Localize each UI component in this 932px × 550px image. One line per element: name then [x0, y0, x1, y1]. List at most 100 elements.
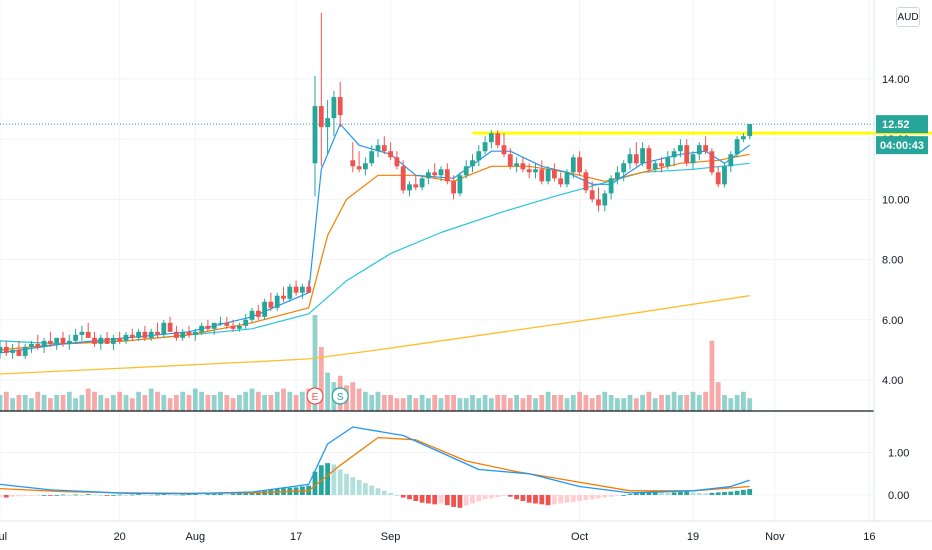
candle-body[interactable] [85, 331, 91, 338]
candle-body[interactable] [482, 142, 488, 152]
candle-body[interactable] [155, 331, 160, 335]
candle-body[interactable] [3, 346, 9, 353]
candle-body[interactable] [306, 286, 312, 293]
candle-body[interactable] [237, 325, 242, 329]
candle-body[interactable] [501, 145, 507, 155]
candle-body[interactable] [218, 322, 223, 324]
candle-body[interactable] [66, 340, 72, 344]
candle-body[interactable] [243, 319, 249, 326]
currency-label[interactable]: AUD [896, 7, 920, 27]
candle-body[interactable] [507, 154, 513, 167]
candle-body[interactable] [457, 175, 463, 194]
candle-body[interactable] [646, 148, 652, 170]
candle-body[interactable] [526, 169, 532, 173]
candle-body[interactable] [337, 97, 343, 116]
candle-body[interactable] [60, 337, 66, 344]
candle-body[interactable] [22, 346, 28, 356]
candle-body[interactable] [205, 325, 211, 329]
candle-body[interactable] [684, 145, 690, 164]
candle-body[interactable] [142, 331, 148, 338]
candle-body[interactable] [211, 322, 217, 329]
candle-body[interactable] [230, 325, 236, 329]
candle-body[interactable] [438, 169, 444, 176]
candle-body[interactable] [129, 334, 135, 338]
candle-body[interactable] [652, 163, 658, 170]
candle-body[interactable] [665, 157, 671, 167]
candle-body[interactable] [495, 133, 501, 146]
candle-body[interactable] [407, 184, 412, 191]
candle-body[interactable] [533, 169, 538, 173]
candle-body[interactable] [281, 295, 286, 299]
candle-body[interactable] [489, 133, 494, 143]
candlesticks[interactable] [0, 12, 753, 359]
candle-body[interactable] [577, 157, 582, 173]
candle-body[interactable] [621, 163, 627, 173]
candle-body[interactable] [615, 172, 620, 179]
candle-body[interactable] [400, 166, 406, 191]
candle-body[interactable] [552, 169, 557, 179]
candle-body[interactable] [300, 286, 305, 293]
candle-body[interactable] [161, 322, 167, 335]
candle-body[interactable] [381, 145, 387, 152]
candle-body[interactable] [596, 199, 601, 206]
candle-body[interactable] [167, 322, 173, 332]
candle-body[interactable] [444, 169, 450, 182]
candle-body[interactable] [678, 145, 683, 152]
candle-body[interactable] [98, 337, 104, 344]
time-axis[interactable]: Jul20Aug17SepOct19Nov16Dec15202 [0, 531, 932, 543]
candle-body[interactable] [394, 157, 400, 167]
candle-body[interactable] [186, 331, 192, 335]
candle-body[interactable] [640, 148, 645, 164]
candle-body[interactable] [545, 169, 551, 182]
candle-body[interactable] [312, 106, 318, 164]
candle-body[interactable] [703, 145, 708, 152]
candle-body[interactable] [747, 124, 753, 137]
candle-body[interactable] [426, 172, 431, 179]
candle-body[interactable] [558, 178, 564, 185]
candle-body[interactable] [331, 97, 337, 119]
candle-body[interactable] [350, 160, 356, 167]
candle-body[interactable] [388, 151, 393, 158]
candle-body[interactable] [583, 172, 589, 191]
candle-body[interactable] [356, 166, 362, 170]
candle-body[interactable] [633, 154, 639, 164]
candle-body[interactable] [199, 325, 204, 332]
candle-body[interactable] [104, 337, 110, 344]
candle-body[interactable] [363, 163, 368, 170]
event-marker-circle[interactable] [306, 387, 324, 405]
candle-body[interactable] [117, 337, 123, 341]
candle-body[interactable] [92, 337, 97, 344]
candle-body[interactable] [48, 340, 53, 344]
candle-body[interactable] [690, 154, 696, 164]
candle-body[interactable] [293, 286, 299, 293]
candle-body[interactable] [174, 331, 179, 338]
candle-body[interactable] [192, 331, 198, 335]
event-marker-circle[interactable] [331, 387, 349, 405]
candle-body[interactable] [0, 346, 3, 353]
candle-body[interactable] [73, 334, 78, 341]
candle-body[interactable] [602, 193, 608, 206]
candle-body[interactable] [29, 343, 34, 347]
candle-body[interactable] [659, 163, 664, 167]
candle-body[interactable] [123, 334, 129, 341]
candle-body[interactable] [287, 286, 293, 299]
candle-body[interactable] [325, 118, 330, 128]
candle-body[interactable] [451, 181, 456, 194]
candle-body[interactable] [375, 145, 381, 152]
candle-body[interactable] [274, 295, 280, 308]
candle-body[interactable] [741, 136, 746, 140]
candle-body[interactable] [54, 337, 60, 344]
candle-body[interactable] [35, 343, 41, 347]
candle-body[interactable] [318, 106, 324, 128]
candle-body[interactable] [520, 163, 526, 170]
candle-body[interactable] [79, 331, 85, 335]
candle-body[interactable] [224, 322, 230, 326]
candle-body[interactable] [148, 331, 154, 338]
candle-body[interactable] [722, 166, 727, 185]
candle-body[interactable] [268, 301, 274, 308]
candle-body[interactable] [432, 172, 438, 176]
candle-body[interactable] [41, 340, 47, 347]
candle-body[interactable] [696, 145, 702, 155]
candle-body[interactable] [734, 139, 740, 155]
